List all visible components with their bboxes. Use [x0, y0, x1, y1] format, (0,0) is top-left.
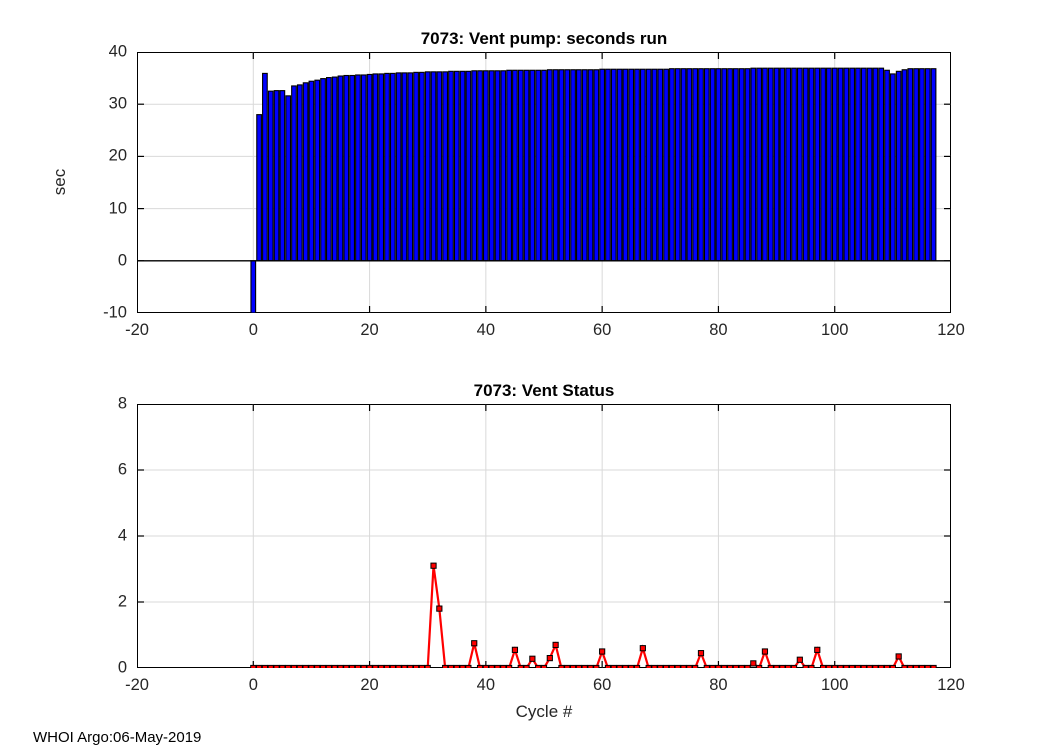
x-tick-label: 120 — [937, 676, 965, 694]
x-tick-label: -20 — [125, 676, 149, 694]
y-tick-label: 2 — [117, 592, 127, 611]
y-tick-label: 8 — [117, 394, 127, 413]
x-axis-label-cycle: Cycle # — [515, 702, 573, 721]
y-axis-label-sec: sec — [50, 168, 70, 196]
axes-vent-status — [137, 404, 951, 668]
x-tick-label: 40 — [476, 321, 496, 339]
vent-pump-bar-plot — [137, 52, 951, 313]
y-tick-label: 4 — [117, 526, 127, 545]
y-tick-label: 0 — [117, 658, 127, 677]
y-tick-label: 0 — [117, 251, 127, 270]
y-tick-label: 20 — [108, 146, 127, 165]
chart-title-vent-pump: 7073: Vent pump: seconds run — [420, 29, 668, 48]
x-tick-label: -20 — [125, 321, 149, 339]
x-tick-label: 60 — [592, 321, 612, 339]
y-tick-label: 30 — [108, 94, 127, 113]
y-tick-label: -10 — [103, 303, 127, 322]
x-tick-label: 20 — [360, 676, 379, 694]
vent-status-line-plot — [137, 404, 951, 668]
x-tick-label: 20 — [360, 321, 379, 339]
x-tick-label: 40 — [476, 676, 496, 694]
x-tick-label: 60 — [592, 676, 612, 694]
y-tick-label: 10 — [108, 199, 127, 218]
x-tick-label: 0 — [248, 321, 258, 339]
x-tick-label: 120 — [937, 321, 965, 339]
figure-footer-credit: WHOI Argo:06-May-2019 — [33, 729, 202, 746]
x-tick-label: 80 — [709, 321, 728, 339]
y-tick-label: 6 — [117, 460, 127, 479]
chart-title-vent-status: 7073: Vent Status — [473, 381, 615, 400]
axes-vent-pump — [137, 52, 951, 313]
x-tick-label: 100 — [820, 321, 849, 339]
x-tick-label: 0 — [248, 676, 258, 694]
x-tick-label: 100 — [820, 676, 849, 694]
x-tick-label: 80 — [709, 676, 728, 694]
y-tick-label: 40 — [108, 42, 127, 61]
